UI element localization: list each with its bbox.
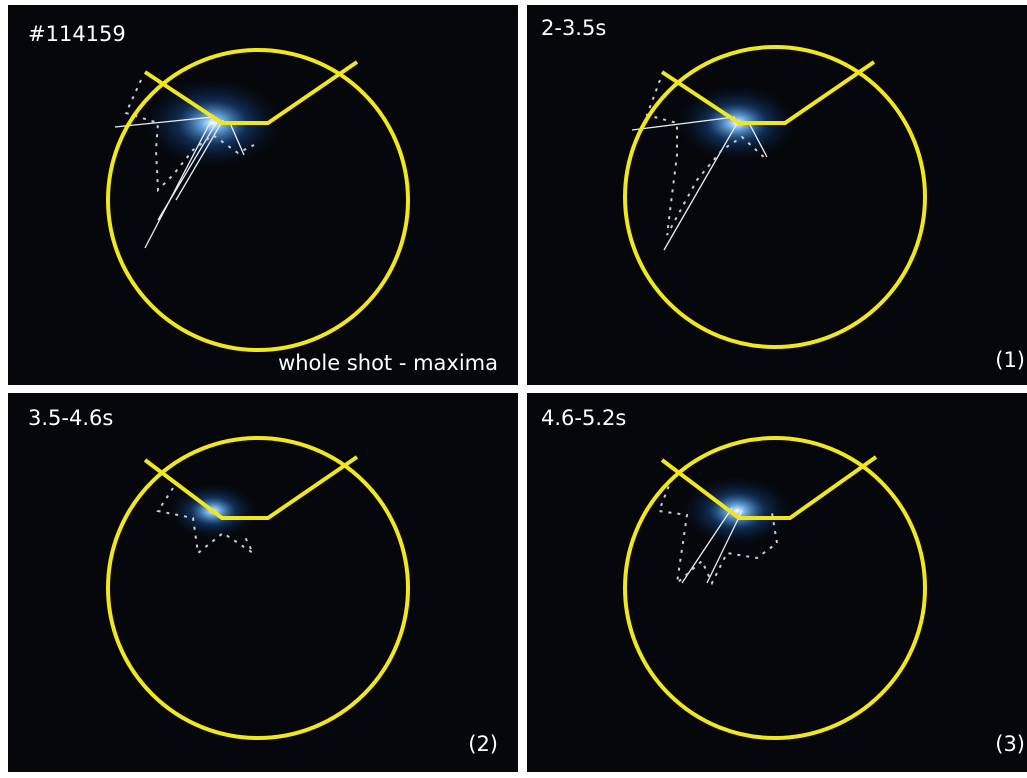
panel: 2-3.5s (1) [527, 5, 1027, 385]
panel-label: 2-3.5s [541, 16, 606, 40]
panel-caption: whole shot - maxima [278, 351, 498, 375]
panel-label: 3.5-4.6s [28, 406, 113, 430]
figure: #114159 whole shot - maxima 2-3.5s (1) 3… [0, 0, 1027, 778]
panel-caption: (2) [468, 732, 498, 756]
panel-caption: (3) [995, 732, 1025, 756]
image [527, 5, 1027, 385]
image [8, 393, 518, 772]
image [8, 5, 518, 385]
panel: 3.5-4.6s (2) [8, 393, 518, 772]
image [527, 393, 1027, 772]
panel: 4.6-5.2s (3) [527, 393, 1027, 772]
panel-caption: (1) [995, 348, 1025, 372]
panel-label: #114159 [28, 22, 126, 46]
panel: #114159 whole shot - maxima [8, 5, 518, 385]
panel-label: 4.6-5.2s [541, 406, 626, 430]
